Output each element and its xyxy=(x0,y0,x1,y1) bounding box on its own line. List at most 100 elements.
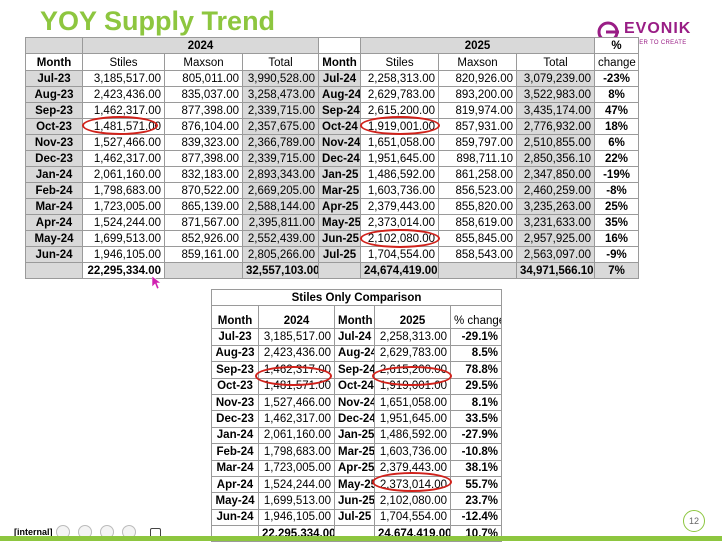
table-cell: 78.8% xyxy=(449,361,503,379)
table-cell: 2,893,343.00 xyxy=(241,166,320,183)
total-cell: 32,557,103.00 xyxy=(241,262,320,279)
table-cell: 819,974.00 xyxy=(438,102,518,119)
table-cell: 2,510,855.00 xyxy=(516,134,596,151)
table-cell: -8% xyxy=(594,182,640,199)
table-cell: Sep-23 xyxy=(25,102,83,119)
table-cell: 856,523.00 xyxy=(438,182,518,199)
table-cell: Jul-25 xyxy=(318,246,362,263)
table-cell: 2,805,266.00 xyxy=(241,246,320,263)
total-cell: 22,295,334.00 xyxy=(82,262,165,279)
table-row: Sep-23 1,462,317.00 877,398.00 2,339,715.00… xyxy=(25,102,640,119)
table-cell: 893,200.00 xyxy=(438,86,518,103)
table-cell: 1,798,683.00 xyxy=(82,182,165,199)
table-cell: 2,615,200.00 xyxy=(360,102,440,119)
table-cell: 33.5% xyxy=(449,410,503,428)
table-cell: Jan-24 xyxy=(25,166,83,183)
table-row: Apr-24 1,524,244.00 May-25 2,373,014.00 55.7… xyxy=(211,475,503,494)
col-maxson: Maxson xyxy=(438,53,518,71)
pct-header-top: % xyxy=(594,37,640,54)
table-cell: 859,797.00 xyxy=(438,134,518,151)
table-cell: 3,522,983.00 xyxy=(516,86,596,103)
table-row: Oct-23 1,481,571.00 Oct-24 1,919,001.00 29.5… xyxy=(211,377,503,395)
table-cell: 3,231,633.00 xyxy=(516,214,596,231)
table-cell: May-24 xyxy=(25,230,83,247)
total-cell: 7% xyxy=(594,262,640,279)
table-cell: 877,398.00 xyxy=(164,102,243,119)
table-row: Aug-23 2,423,436.00 835,037.00 3,258,473.00… xyxy=(25,86,640,103)
table-row: Feb-24 1,798,683.00 870,522.00 2,669,205.00… xyxy=(25,182,640,199)
table-cell: 8% xyxy=(594,86,640,103)
col-maxson: Maxson xyxy=(164,53,243,71)
table-cell: -29.1% xyxy=(449,328,503,346)
internal-label: [internal] xyxy=(14,527,53,537)
table-cell: 2,258,313.00 xyxy=(360,70,440,87)
table-cell: 1,486,592.00 xyxy=(360,166,440,183)
table-cell: 1,704,554.00 xyxy=(374,508,451,527)
table-row: Dec-23 1,462,317.00 Dec-24 1,951,645.00 33.5… xyxy=(211,410,503,428)
table-cell: 871,567.00 xyxy=(164,214,243,231)
table-cell: May-24 xyxy=(211,492,259,510)
yoy-supply-table: 2024 2025 % Month Stiles Maxson Total Mo… xyxy=(25,37,640,279)
table-cell: 2,423,436.00 xyxy=(258,344,335,363)
table-cell: 2,669,205.00 xyxy=(241,182,320,199)
table-cell: Aug-23 xyxy=(25,86,83,103)
table-cell: Nov-24 xyxy=(334,393,375,412)
table-row: Jan-24 2,061,160.00 Jan-25 1,486,592.00 -27.… xyxy=(211,426,503,445)
table-cell: 2,102,080.00 xyxy=(360,230,440,247)
table-cell: -19% xyxy=(594,166,640,183)
table-cell: 1,723,005.00 xyxy=(258,459,335,477)
stiles-header-row: Month 2024 Month 2025 % change xyxy=(211,305,503,330)
col-pct-change: change xyxy=(594,53,640,71)
table-cell: 1,699,513.00 xyxy=(258,492,335,510)
table-cell: 2,563,097.00 xyxy=(516,246,596,263)
table-cell: Nov-23 xyxy=(25,134,83,151)
table-cell: 25% xyxy=(594,198,640,215)
table-cell: Jun-25 xyxy=(318,230,362,247)
table-row: Mar-24 1,723,005.00 Apr-25 2,379,443.00 38.1… xyxy=(211,459,503,477)
table-cell: 1,704,554.00 xyxy=(360,246,440,263)
table-cell: 2,423,436.00 xyxy=(82,86,165,103)
table-cell: Aug-24 xyxy=(334,344,375,363)
table-row: Jun-24 1,946,105.00 Jul-25 1,704,554.00 -12.… xyxy=(211,508,503,527)
column-header-row: Month Stiles Maxson Total Month Stiles M… xyxy=(25,53,640,71)
table-cell: 55.7% xyxy=(449,475,503,494)
table-row: May-24 1,699,513.00 852,926.00 2,552,439.00… xyxy=(25,230,640,247)
table-cell: Mar-25 xyxy=(318,182,362,199)
table-cell: -27.9% xyxy=(449,426,503,445)
table-row: Oct-23 1,481,571.00 876,104.00 2,357,675.00… xyxy=(25,118,640,135)
table-cell: Jul-23 xyxy=(211,328,259,346)
table-cell: 3,079,239.00 xyxy=(516,70,596,87)
table-row: Apr-24 1,524,244.00 871,567.00 2,395,811.00… xyxy=(25,214,640,231)
table-cell: 2,776,932.00 xyxy=(516,118,596,135)
table-row: Jul-23 3,185,517.00 805,011.00 3,990,528.00… xyxy=(25,70,640,87)
col-pct-change: % change xyxy=(449,305,503,330)
col-total: Total xyxy=(516,53,596,71)
table-cell: 2,552,439.00 xyxy=(241,230,320,247)
year-2024-header: 2024 xyxy=(81,37,320,54)
table-cell: 1,527,466.00 xyxy=(258,393,335,412)
table-cell: 47% xyxy=(594,102,640,119)
col-stiles: Stiles xyxy=(82,53,165,71)
table-cell: 855,820.00 xyxy=(438,198,518,215)
table-cell: -23% xyxy=(594,70,640,87)
table-row: Jan-24 2,061,160.00 832,183.00 2,893,343.00… xyxy=(25,166,640,183)
col-month: Month xyxy=(334,305,375,330)
table-row: May-24 1,699,513.00 Jun-25 2,102,080.00 23.7… xyxy=(211,492,503,510)
table-cell: Jun-24 xyxy=(25,246,83,263)
total-cell: 34,971,566.10 xyxy=(516,262,596,279)
table-cell: May-25 xyxy=(318,214,362,231)
table-cell: 805,011.00 xyxy=(164,70,243,87)
table-cell: 1,486,592.00 xyxy=(374,426,451,445)
table-cell: 2,366,789.00 xyxy=(241,134,320,151)
table-row: Dec-23 1,462,317.00 877,398.00 2,339,715.00… xyxy=(25,150,640,167)
table-cell: 3,258,473.00 xyxy=(241,86,320,103)
table-cell: 3,185,517.00 xyxy=(82,70,165,87)
table-cell: Oct-23 xyxy=(25,118,83,135)
table-cell: 1,603,736.00 xyxy=(374,443,451,461)
header-blank xyxy=(25,37,83,54)
table-cell: 29.5% xyxy=(449,377,503,395)
table-cell: 18% xyxy=(594,118,640,135)
table-cell: 2,357,675.00 xyxy=(241,118,320,135)
table-cell: 2,347,850.00 xyxy=(516,166,596,183)
table-row: Nov-23 1,527,466.00 839,323.00 2,366,789.00… xyxy=(25,134,640,151)
